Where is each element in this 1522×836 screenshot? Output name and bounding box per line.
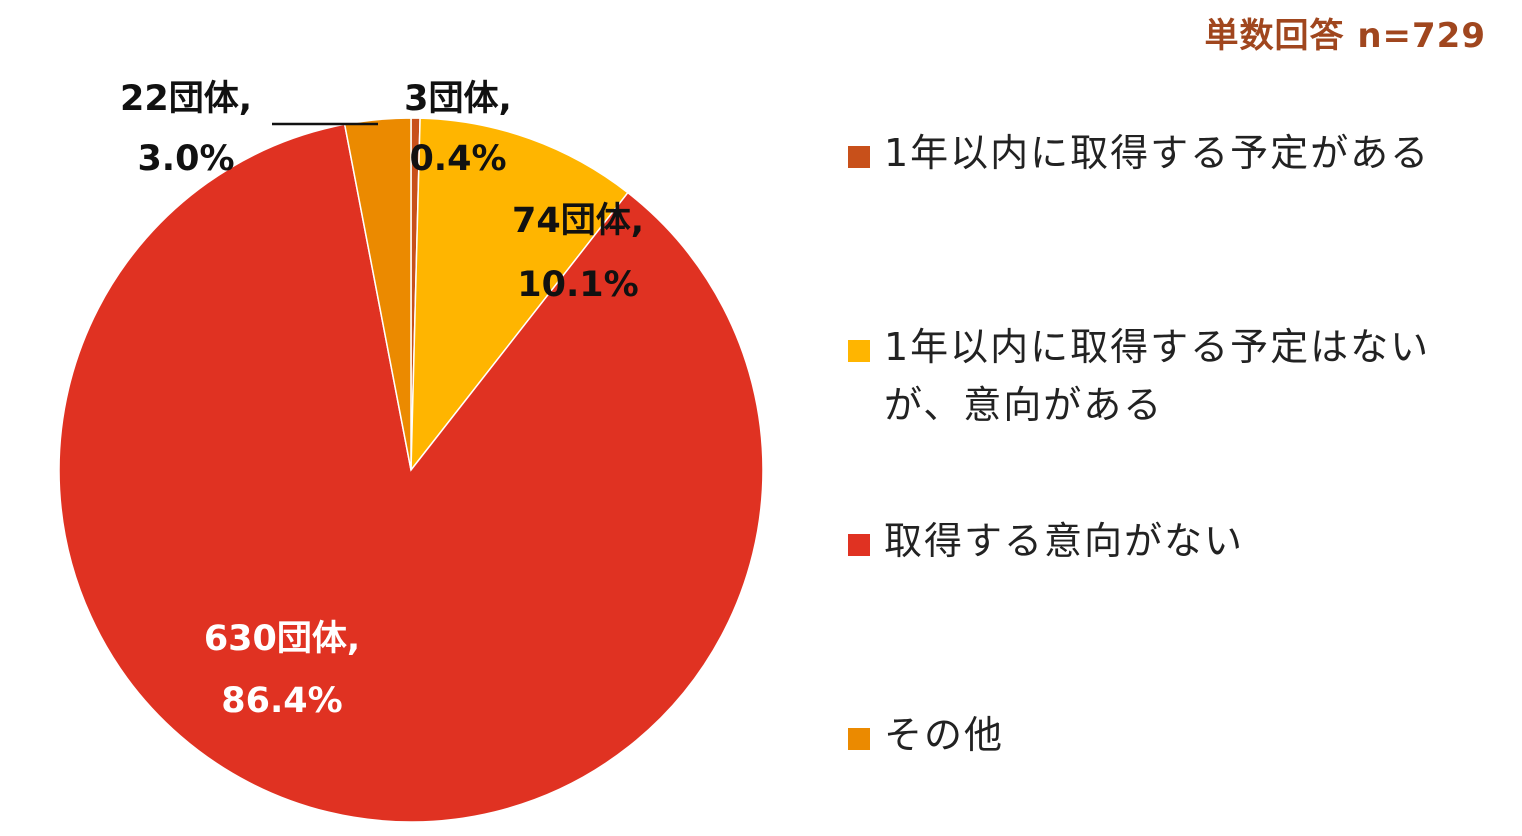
legend-swatch-within-one-year	[848, 146, 870, 168]
slice-intend-no-plan	[410, 117, 629, 473]
legend-label: 取得する意向がない	[884, 519, 1245, 563]
data-label-within-one-year-percent: 0.4%	[409, 139, 506, 179]
legend-swatch-intend-no-plan	[848, 340, 870, 362]
legend-item-intend-no-plan: 1年以内に取得する予定はない が、意向がある	[848, 318, 1508, 434]
legend-item-no-intention: 取得する意向がない	[848, 512, 1508, 570]
pie-chart-plot: 3団体, 0.4%74団体, 10.1% 630団体, 86.4% 22団体, 3.0%	[58, 79, 764, 823]
pie-slices	[58, 117, 764, 823]
legend-label: 1年以内に取得する予定がある	[884, 131, 1431, 175]
data-label-other-count: 22団体,	[120, 79, 252, 119]
data-label-no-intention-percent: 86.4%	[221, 681, 342, 721]
data-label-within-one-year-count: 3団体,	[404, 79, 512, 119]
legend-item-other: その他	[848, 706, 1508, 764]
data-label-intend-no-plan-percent: 10.1%	[517, 265, 638, 305]
legend-swatch-other	[848, 728, 870, 750]
response-note: 単数回答 n=729	[1204, 16, 1486, 56]
slice-no-intention	[58, 123, 764, 823]
data-label-intend-no-plan-count: 74団体,	[512, 201, 644, 241]
legend-swatch-no-intention	[848, 534, 870, 556]
legend-item-within-one-year: 1年以内に取得する予定がある	[848, 124, 1508, 182]
legend-label-line2: が、意向がある	[884, 383, 1164, 427]
legend-label-line1: 1年以内に取得する予定はない	[884, 325, 1431, 369]
legend-label: その他	[884, 713, 1005, 757]
pie-data-labels: 3団体, 0.4%74団体, 10.1% 630団体, 86.4% 22団体, 3.0%	[120, 79, 644, 721]
data-label-no-intention-count: 630団体,	[204, 619, 360, 659]
data-label-other-percent: 3.0%	[137, 139, 234, 179]
